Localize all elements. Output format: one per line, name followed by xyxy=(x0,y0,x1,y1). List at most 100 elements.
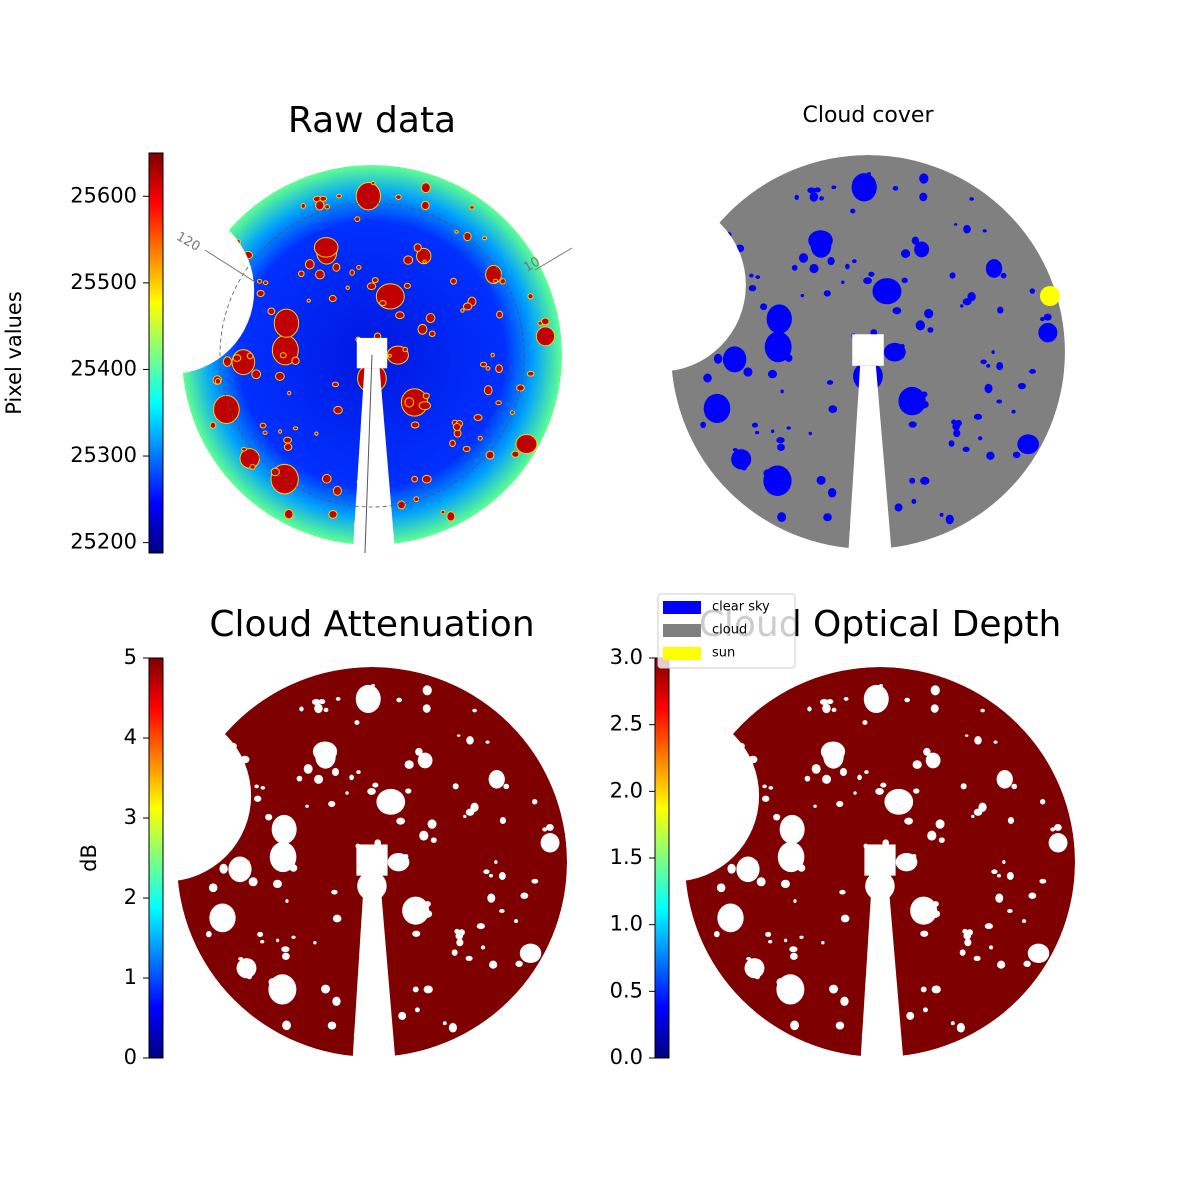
cloud-gap xyxy=(808,230,833,251)
cloud-gap xyxy=(371,277,379,284)
cloud-gap xyxy=(283,508,294,520)
overlay-line xyxy=(204,249,256,283)
cloud-gap xyxy=(962,298,972,306)
cloud-gap xyxy=(260,940,265,944)
cloud-gap xyxy=(939,512,944,517)
cloud-gap xyxy=(996,399,1003,404)
cloud-gap xyxy=(296,775,303,782)
cloud-gap xyxy=(928,909,941,919)
cloud-gap xyxy=(387,852,410,872)
cloud-gap xyxy=(262,430,268,435)
sky-image xyxy=(572,115,1105,589)
cloud-gap xyxy=(318,699,326,705)
cloud-gap xyxy=(1011,783,1018,790)
cloud-gap xyxy=(257,931,264,937)
cloud-gap xyxy=(1029,369,1036,374)
cloud-gap xyxy=(211,886,217,892)
cloud-gap xyxy=(411,475,418,483)
cloud-gap xyxy=(925,752,941,769)
mask xyxy=(860,875,904,1061)
cloud-gap xyxy=(713,930,720,938)
cloud-gap xyxy=(416,247,432,265)
cloud-gap xyxy=(786,426,791,430)
cloud-gap xyxy=(985,259,1003,278)
cloud-gap xyxy=(1021,919,1027,923)
cloud-gap xyxy=(932,901,939,907)
cloud-gap xyxy=(744,958,765,979)
cloud-gap xyxy=(839,767,848,777)
cloud-gap xyxy=(256,278,263,284)
mask xyxy=(645,627,1115,1097)
cloud-gap xyxy=(379,806,387,812)
cloud-gap xyxy=(300,202,306,209)
cloud-gap xyxy=(879,683,884,688)
cloud-gap xyxy=(483,385,493,396)
cloud-gap xyxy=(415,747,423,756)
cloud-gap xyxy=(813,804,817,808)
cloud-gap xyxy=(260,785,266,790)
cloud-gap xyxy=(345,285,350,290)
cloud-gap xyxy=(236,958,257,979)
cloud-gap xyxy=(213,394,240,424)
cloud-gap xyxy=(209,421,217,429)
colorbar-tick-label: 2.5 xyxy=(610,712,643,736)
cloud-gap xyxy=(906,1011,915,1020)
cloud-gap xyxy=(516,384,525,392)
cloud-gap xyxy=(469,205,475,210)
cloud-gap xyxy=(930,685,940,696)
cloud-gap xyxy=(311,698,321,705)
cloud-gap xyxy=(912,760,922,769)
cloud-gap xyxy=(367,788,376,795)
cloud-gap xyxy=(831,185,837,190)
sun xyxy=(1040,286,1060,306)
cloud-gap xyxy=(259,422,267,429)
cloud-gap xyxy=(273,308,300,338)
cloud-gap xyxy=(494,860,498,864)
cloud-gap xyxy=(417,323,428,335)
cloud-gap xyxy=(913,788,920,794)
cloud-gap xyxy=(980,359,987,365)
cloud-gap xyxy=(808,431,813,436)
cloud-gap xyxy=(456,734,461,737)
cloud-gap xyxy=(335,697,341,701)
colorbar xyxy=(148,657,164,1059)
cloud-gap xyxy=(267,307,276,316)
cloud-gap xyxy=(763,469,773,478)
cloud-gap xyxy=(446,511,456,522)
legend: clear sky cloud sun xyxy=(657,593,796,669)
cloud-gap xyxy=(895,852,918,872)
cloud-gap xyxy=(751,422,759,428)
cloud-gap xyxy=(466,736,474,745)
cloud-gap xyxy=(485,740,490,744)
cloud-gap xyxy=(305,804,309,808)
cloud-gap xyxy=(535,326,556,347)
cloud-gap xyxy=(823,513,832,522)
cloud-gap xyxy=(283,442,293,451)
cloud-gap xyxy=(332,914,342,923)
cloud-gap xyxy=(395,194,402,200)
colorbar-tick-label: 25300 xyxy=(70,443,137,467)
cloud-gap xyxy=(741,465,747,471)
cloud-gap xyxy=(1004,784,1009,788)
cloud-gap xyxy=(480,945,486,950)
cloud-gap xyxy=(822,703,831,714)
cloud-gap xyxy=(327,1021,337,1030)
cloud-gap xyxy=(321,473,332,484)
cloud-gap xyxy=(328,800,336,808)
cloud-gap xyxy=(845,263,850,270)
cloud-gap xyxy=(923,747,931,756)
cloud-gap xyxy=(412,986,419,993)
cloud-gap xyxy=(278,429,283,434)
cloud-gap xyxy=(884,788,914,815)
cloud-gap xyxy=(306,298,311,303)
cloud-gap xyxy=(762,784,767,789)
cloud-gap xyxy=(222,356,232,367)
cloud-gap xyxy=(950,1021,955,1026)
cloud-gap xyxy=(948,440,955,447)
cloud-gap xyxy=(323,707,329,713)
cloud-gap xyxy=(314,774,324,784)
cloud-gap xyxy=(499,908,505,913)
cloud-gap xyxy=(828,405,838,414)
cloud-gap xyxy=(1023,960,1031,967)
cloud-gap xyxy=(379,300,387,307)
